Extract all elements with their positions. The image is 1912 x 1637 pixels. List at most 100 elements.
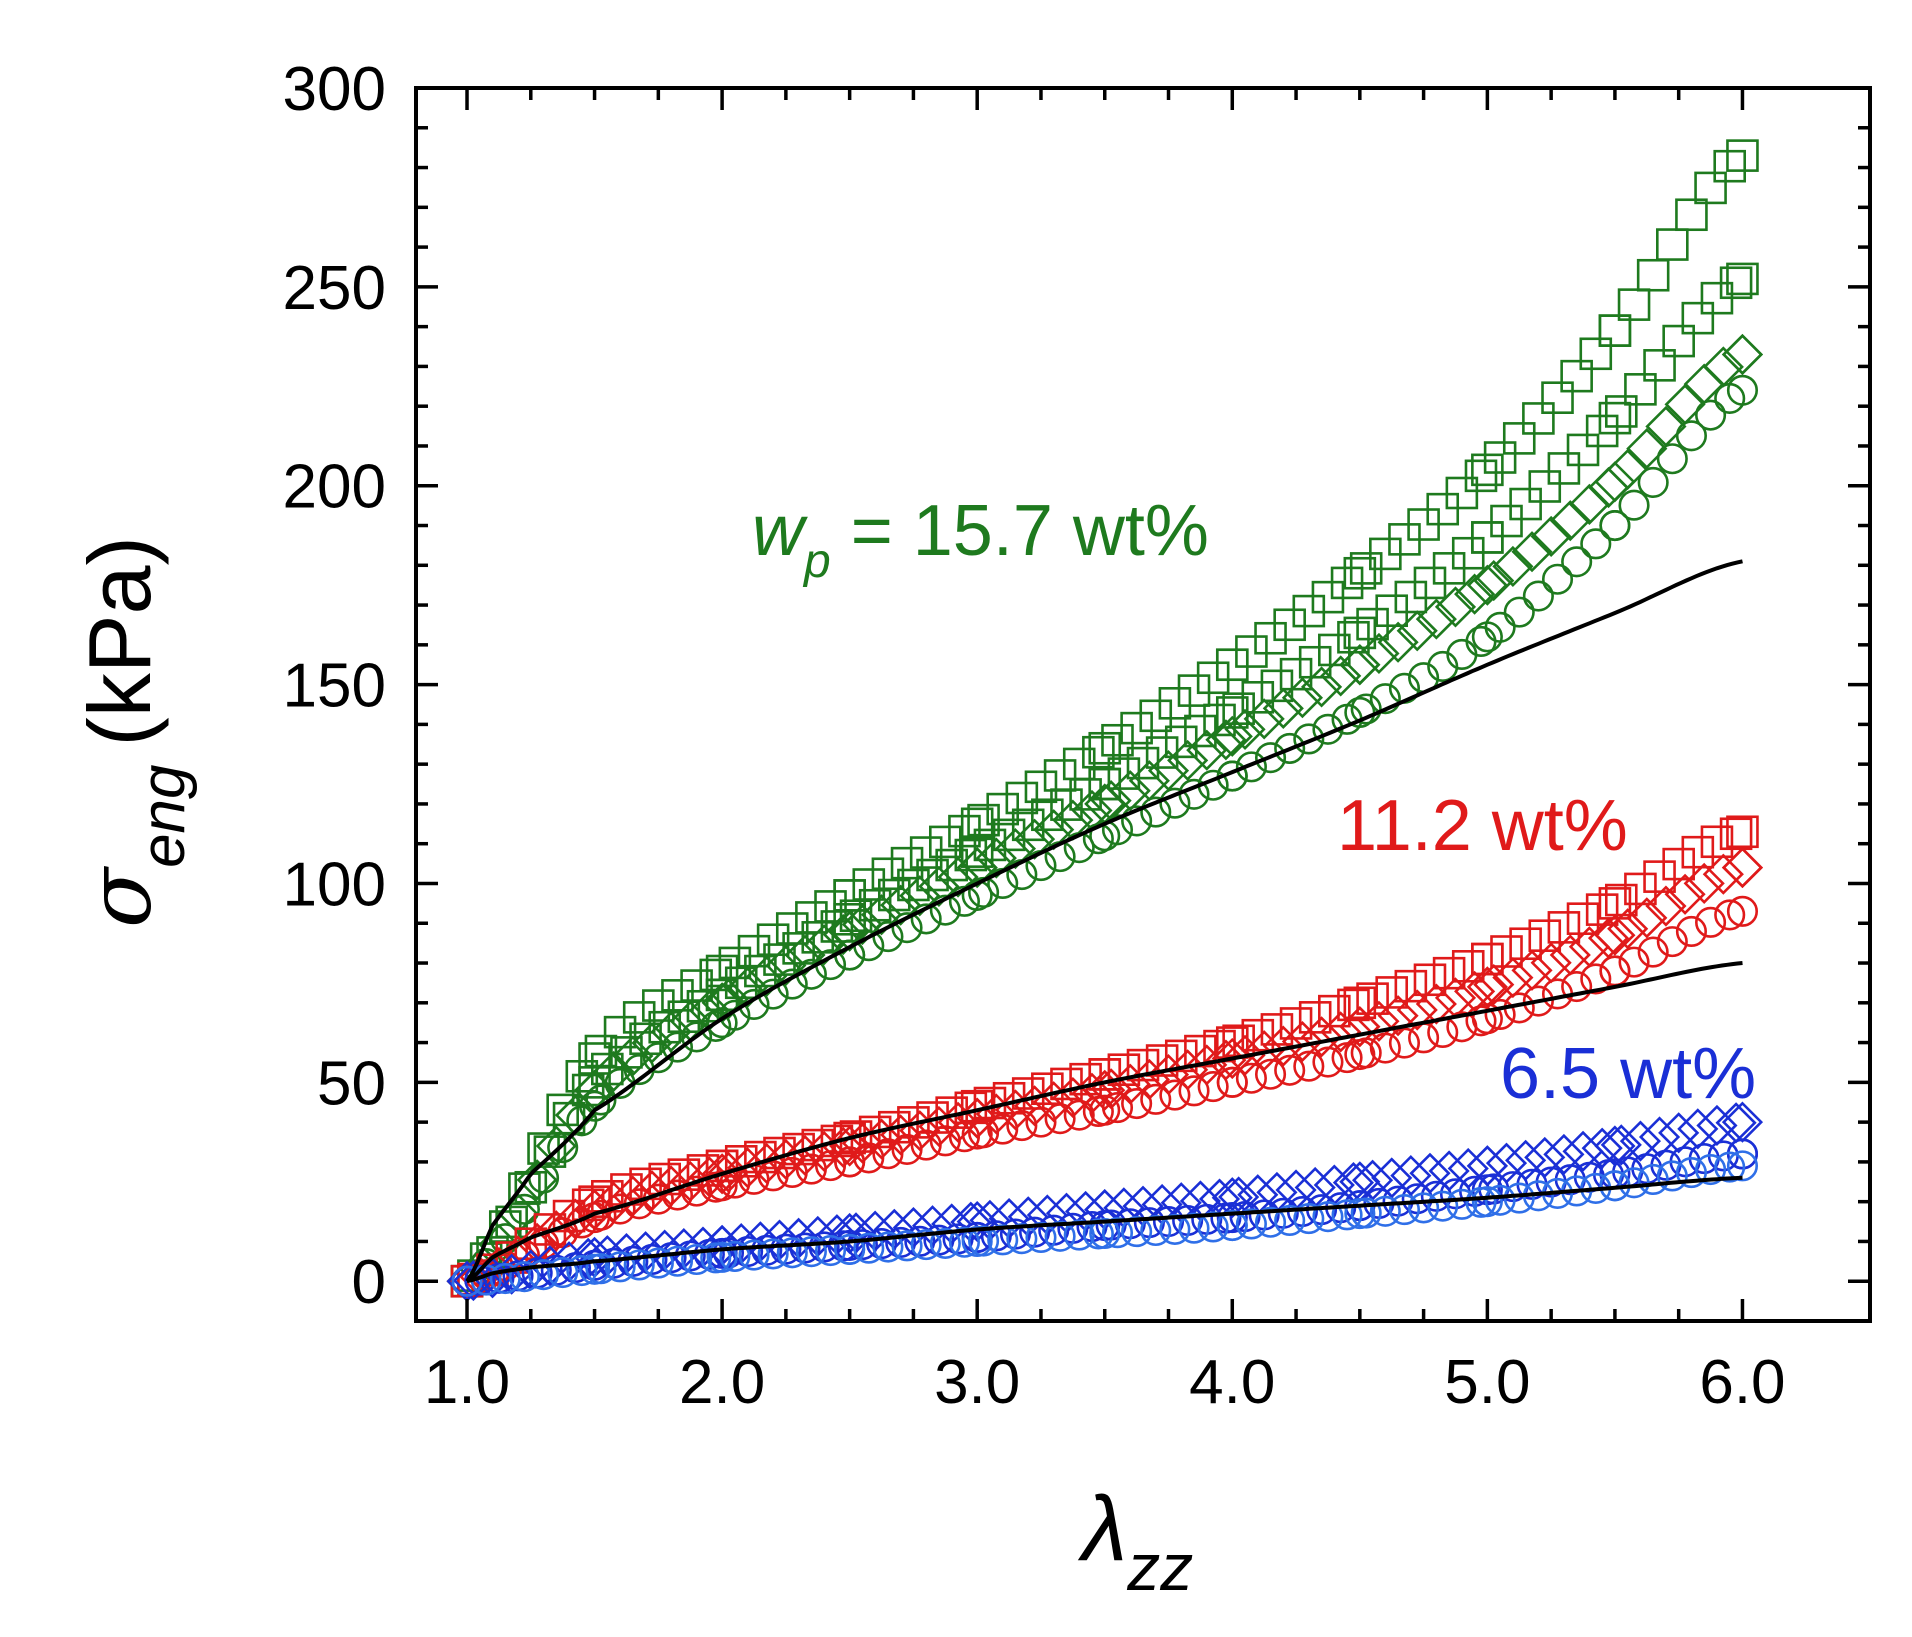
data-point-circle <box>1726 374 1759 406</box>
x-tick-label: 2.0 <box>679 1348 765 1417</box>
data-point-square <box>1451 950 1485 983</box>
data-point-circle <box>1695 399 1727 431</box>
data-point-diamond <box>1281 677 1324 719</box>
y-tick-label: 250 <box>283 254 386 323</box>
data-point-diamond <box>969 1199 1011 1241</box>
data-point-square <box>546 1093 579 1127</box>
data-point-circle <box>776 1156 808 1189</box>
data-point-square <box>1585 414 1619 448</box>
data-point-circle <box>1656 926 1688 958</box>
data-point-circle <box>508 1193 540 1225</box>
data-point-diamond <box>1721 333 1764 376</box>
data-point-circle <box>1471 621 1503 653</box>
data-point-diamond <box>1549 500 1591 542</box>
data-point-square <box>1445 476 1479 510</box>
data-point-circle <box>961 1118 993 1150</box>
data-point-circle <box>776 1237 808 1269</box>
data-point-square <box>1528 919 1562 952</box>
data-point-circle <box>1159 787 1191 819</box>
data-point-circle <box>1254 1206 1287 1238</box>
data-point-circle <box>872 1138 904 1170</box>
data-point-diamond <box>1358 632 1400 675</box>
data-point-square <box>1343 556 1377 590</box>
data-point-square <box>1656 228 1689 261</box>
data-point-circle <box>961 879 993 911</box>
data-point-square <box>1617 288 1651 321</box>
data-point-circle <box>1408 1022 1440 1054</box>
data-point-circle <box>808 1231 840 1263</box>
data-point-diamond <box>784 934 826 976</box>
data-point-square <box>1394 969 1428 1003</box>
data-point-circle <box>1369 683 1401 715</box>
data-point-circle <box>1695 1153 1727 1186</box>
data-point-square <box>1662 324 1695 358</box>
data-point-diamond <box>1721 846 1764 889</box>
data-point-diamond <box>1607 908 1649 950</box>
data-point-square <box>1624 373 1657 406</box>
data-point-circle <box>1331 1042 1363 1074</box>
data-point-square <box>1726 815 1759 849</box>
data-point-circle <box>1714 1151 1746 1183</box>
data-point-square <box>1681 301 1715 335</box>
data-point-circle <box>1471 1186 1503 1218</box>
data-point-square <box>718 946 752 980</box>
data-point-circle <box>579 1253 611 1285</box>
data-point-square <box>1273 608 1306 642</box>
data-point-square <box>737 934 771 968</box>
data-point-circle <box>904 1225 936 1257</box>
data-point-circle <box>1274 732 1306 764</box>
data-point-diamond <box>1702 853 1744 895</box>
data-point-square <box>1298 1001 1332 1034</box>
data-point-circle <box>527 1259 560 1291</box>
data-point-diamond <box>1594 461 1636 503</box>
data-point-square <box>1235 635 1268 668</box>
data-point-circle <box>1637 1163 1669 1196</box>
data-point-circle <box>1541 563 1574 595</box>
data-point-circle <box>1408 1192 1440 1224</box>
data-point-circle <box>1274 1204 1306 1236</box>
data-point-circle <box>706 1241 738 1273</box>
data-point-square <box>1662 847 1695 881</box>
data-point-circle <box>929 894 961 926</box>
data-point-circle <box>1254 1058 1287 1090</box>
data-point-diamond <box>1167 739 1209 782</box>
data-point-diamond <box>1721 846 1764 889</box>
data-point-square <box>1464 459 1498 493</box>
data-point-circle <box>1089 820 1121 852</box>
data-point-diamond <box>918 865 960 908</box>
data-point-circle <box>980 1220 1012 1252</box>
data-point-square <box>1432 956 1466 990</box>
data-point-circle <box>1197 1211 1229 1243</box>
data-point-diamond <box>1638 1116 1681 1158</box>
data-point-diamond <box>1243 698 1285 740</box>
data-point-square <box>1636 258 1670 292</box>
data-point-diamond <box>1683 862 1725 904</box>
data-point-diamond <box>860 894 903 936</box>
data-point-circle <box>910 1129 942 1161</box>
data-point-circle <box>1695 906 1727 938</box>
data-point-diamond <box>956 846 998 889</box>
data-point-square <box>1483 441 1517 474</box>
data-point-diamond <box>841 903 883 946</box>
data-point-diamond <box>975 837 1017 879</box>
data-point-square <box>1604 395 1638 428</box>
data-point-circle <box>1121 805 1153 837</box>
axis-ticks-layer: 1.0 2.0 3.0 4.0 5.0 6.0 0 50 100 150 200 250 300 <box>283 55 1870 1417</box>
data-point-square <box>909 836 943 869</box>
data-point-diamond <box>1186 729 1228 771</box>
data-point-square <box>1158 686 1192 720</box>
data-point-square <box>1547 911 1581 944</box>
data-point-diamond <box>1530 515 1572 558</box>
data-point-diamond <box>956 1200 998 1243</box>
data-point-circle <box>1484 998 1516 1031</box>
data-point-circle <box>834 1146 866 1178</box>
data-point-circle <box>1503 596 1535 628</box>
data-point-square <box>1215 648 1249 682</box>
data-point-square <box>1643 349 1676 382</box>
data-point-diamond <box>994 828 1037 870</box>
data-point-diamond <box>1619 1120 1662 1162</box>
data-point-circle <box>865 1227 898 1260</box>
y-tick-label: 50 <box>317 1049 386 1118</box>
data-point-circle <box>987 867 1019 900</box>
